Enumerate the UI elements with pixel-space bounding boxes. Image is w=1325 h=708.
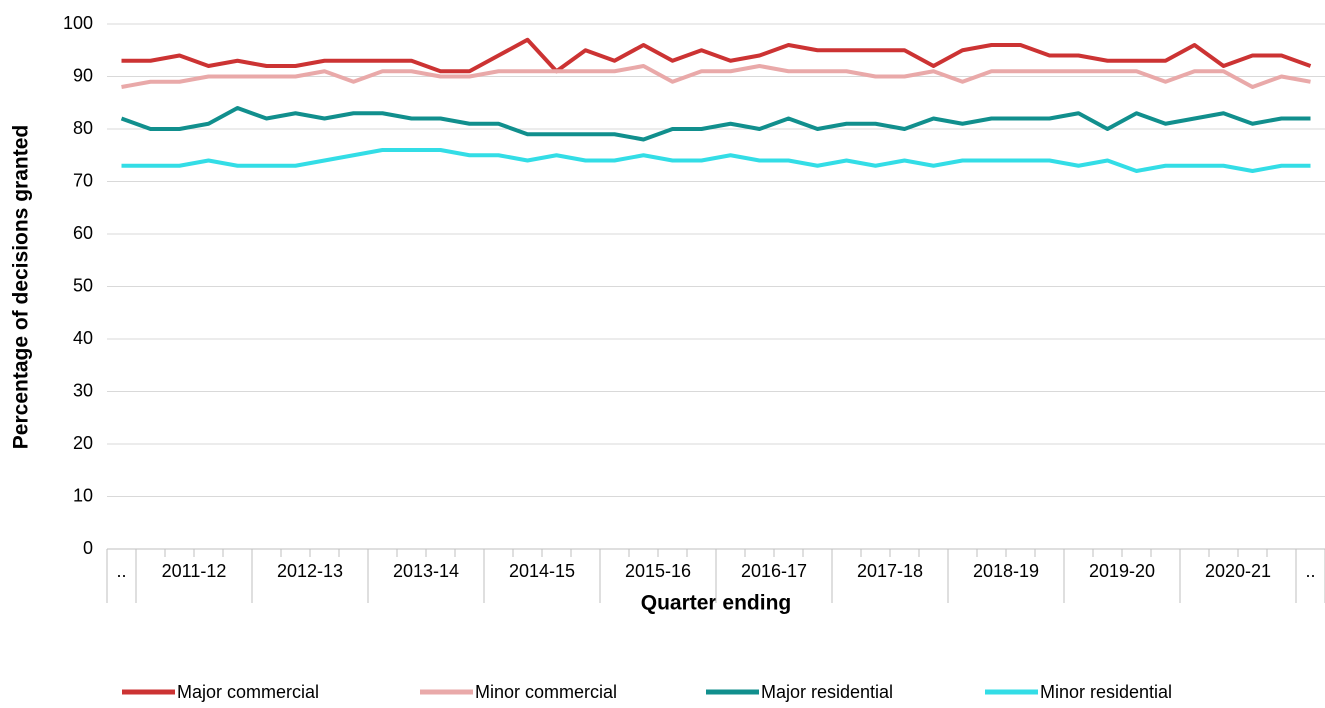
x-group-label: 2020-21 [1205, 561, 1271, 581]
x-group-label: 2013-14 [393, 561, 459, 581]
x-group-label: 2017-18 [857, 561, 923, 581]
x-group-label: 2014-15 [509, 561, 575, 581]
series-line [121, 64, 1311, 89]
x-group-label: 2019-20 [1089, 561, 1155, 581]
series-line [121, 37, 1312, 74]
series-line [120, 106, 1311, 142]
y-tick-label: 30 [73, 380, 93, 400]
x-group-label: .. [1305, 561, 1315, 581]
x-group-label: 2015-16 [625, 561, 691, 581]
y-axis-title: Percentage of decisions granted [10, 125, 33, 449]
y-tick-label: 80 [73, 118, 93, 138]
y-tick-label: 100 [63, 13, 93, 33]
legend-label: Major residential [761, 682, 893, 702]
y-tick-label: 20 [73, 433, 93, 453]
y-tick-label: 70 [73, 170, 93, 190]
x-group-label: 2011-12 [162, 561, 227, 581]
y-tick-label: 60 [73, 223, 93, 243]
x-group-label: 2018-19 [973, 561, 1039, 581]
y-tick-label: 10 [73, 485, 93, 505]
series-line [121, 148, 1311, 173]
y-tick-label: 90 [73, 65, 93, 85]
y-tick-label: 50 [73, 275, 93, 295]
x-axis-title: Quarter ending [641, 592, 792, 615]
y-tick-label: 40 [73, 328, 93, 348]
y-tick-label: 0 [83, 538, 93, 558]
x-group-label: 2012-13 [277, 561, 343, 581]
legend-label: Minor commercial [475, 682, 617, 702]
legend-label: Minor residential [1040, 682, 1172, 702]
legend-label: Major commercial [177, 682, 319, 702]
x-group-label: 2016-17 [741, 561, 807, 581]
x-group-label: .. [116, 561, 126, 581]
